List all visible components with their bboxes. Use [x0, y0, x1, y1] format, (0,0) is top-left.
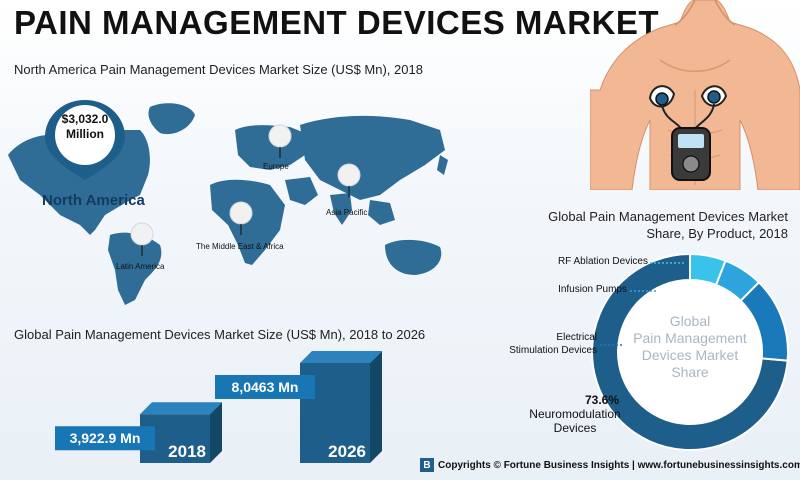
electrode-left-icon	[648, 85, 676, 108]
map-asia	[300, 115, 445, 200]
leader-line-infusion	[630, 290, 656, 292]
bar-side-2026	[370, 351, 382, 463]
donut-slice-rf-ablation-devices	[689, 252, 727, 287]
map-greenland	[148, 103, 195, 135]
product-share-donut-chart	[591, 252, 789, 451]
map-se-asia	[368, 200, 395, 225]
donut-center-label: Global Pain Management Devices Market Sh…	[633, 313, 747, 380]
north-america-pin-icon	[45, 100, 125, 180]
electrode-right-icon	[700, 85, 728, 107]
donut-slice-neuromodulation-devices	[591, 252, 789, 451]
map-india	[330, 193, 352, 225]
region-label-europe: Europe	[263, 162, 289, 171]
world-map	[8, 103, 448, 305]
donut-label-neuromodulation: Neuromodulation Devices	[529, 407, 621, 435]
region-label-middle-east-africa: The Middle East & Africa	[196, 242, 284, 251]
donut-label-electrical: Electrical Stimulation Devices	[509, 332, 597, 356]
region-label-latin-america: Latin America	[116, 262, 165, 271]
leader-line-rf	[650, 262, 686, 264]
bar-value-label: 3,922.9 Mn	[70, 430, 141, 446]
bar-year-label: 2026	[328, 442, 366, 461]
leader-line-electrical	[600, 344, 622, 346]
tens-device-icon	[671, 127, 711, 181]
donut-hole	[619, 281, 761, 423]
bar-chart-title: Global Pain Management Devices Market Si…	[14, 327, 426, 342]
map-australia	[385, 239, 442, 275]
north-america-value: $3,032.0 Million	[61, 112, 109, 141]
footer-text: Copyrights © Fortune Business Insights |…	[438, 459, 800, 471]
fbi-logo-icon: B	[420, 458, 434, 472]
bar-top-2026	[300, 351, 382, 363]
map-south-america	[108, 232, 162, 305]
asia-pacific-pin-icon	[337, 163, 361, 197]
map-middle-east	[285, 177, 318, 205]
latin-america-pin-icon	[130, 222, 154, 256]
footer-copyright: B Copyrights © Fortune Business Insights…	[420, 458, 800, 472]
bar-side-2018	[210, 402, 222, 463]
region-label-asia-pacific: Asia Pacific	[326, 208, 368, 217]
donut-label-infusion: Infusion Pumps	[558, 284, 627, 295]
torso-illustration	[590, 0, 800, 190]
north-america-label: North America	[42, 192, 145, 209]
bar-value-tag	[215, 375, 315, 399]
europe-pin-icon	[268, 124, 292, 158]
middle-east-pin-icon	[229, 201, 253, 235]
global-market-bar-chart: 2018 3,922.9 Mn 2026 8,0463 Mn	[55, 351, 382, 463]
donut-chart-title: Global Pain Management Devices Market Sh…	[548, 209, 788, 241]
donut-label-rf-ablation: RF Ablation Devices	[557, 256, 648, 267]
map-japan	[437, 155, 448, 175]
donut-neuro-percent: 73.6%	[585, 393, 620, 407]
map-subtitle: North America Pain Management Devices Ma…	[14, 62, 423, 77]
bar-value-label: 8,0463 Mn	[232, 379, 299, 395]
bar-value-tag	[55, 426, 155, 451]
bar-year-label: 2018	[168, 442, 206, 461]
page-title: PAIN MANAGEMENT DEVICES MARKET	[14, 4, 660, 41]
bar-top-2018	[140, 402, 222, 415]
